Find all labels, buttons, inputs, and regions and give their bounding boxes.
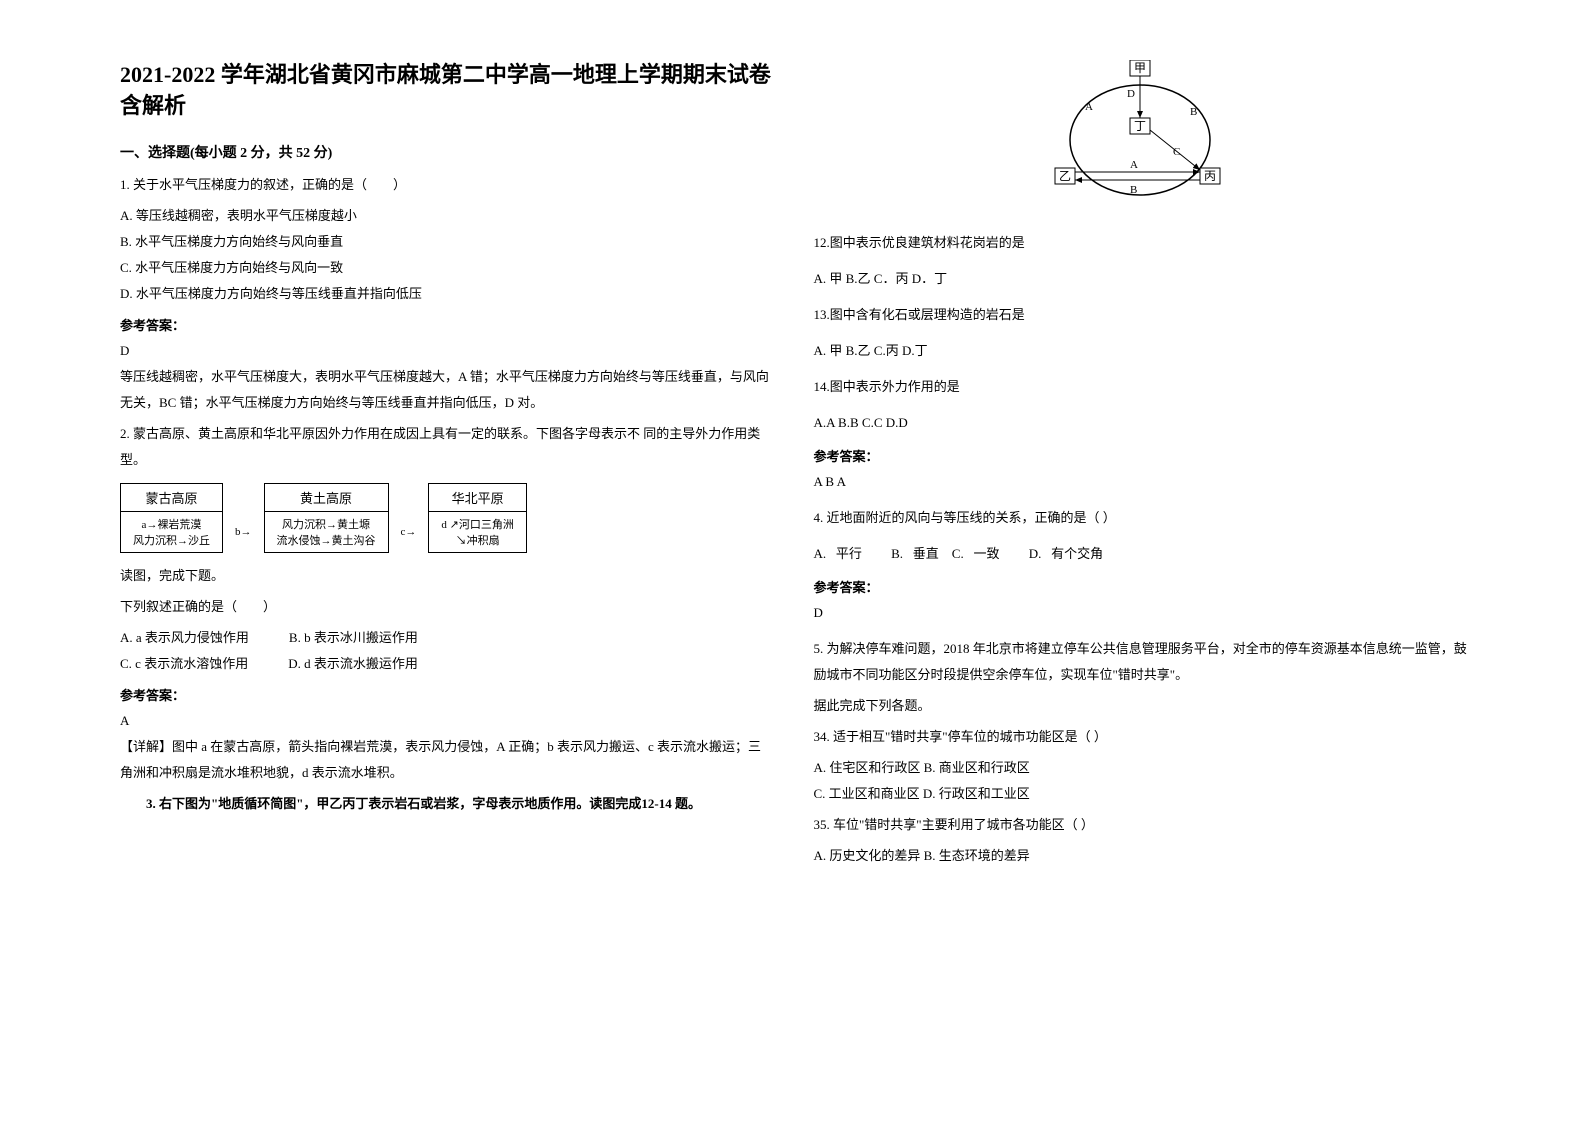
svg-text:甲: 甲 [1134, 61, 1146, 75]
q4-answer-label: 参考答案： [814, 577, 1468, 596]
svg-text:C: C [1173, 146, 1180, 158]
q2-answer-label: 参考答案： [120, 685, 774, 704]
table-cell: 风力沉积→黄土塬 流水侵蚀→黄土沟谷 [264, 511, 388, 552]
q1-explain: 等压线越稠密，水平气压梯度大，表明水平气压梯度越大，A 错；水平气压梯度力方向始… [120, 364, 774, 416]
svg-text:丙: 丙 [1204, 169, 1216, 183]
q34-stem: 34. 适于相互"错时共享"停车位的城市功能区是（ ） [814, 724, 1468, 750]
q5-sub: 据此完成下列各题。 [814, 693, 1468, 719]
page-title: 2021-2022 学年湖北省黄冈市麻城第二中学高一地理上学期期末试卷含解析 [120, 60, 774, 122]
q2-answer: A [120, 708, 774, 734]
q4-answer: D [814, 600, 1468, 626]
table-cell: 黄土高原 [264, 483, 388, 511]
table-cell: a→裸岩荒漠 风力沉积→沙丘 [121, 511, 223, 552]
q1-optD: D. 水平气压梯度力方向始终与等压线垂直并指向低压 [120, 281, 774, 307]
svg-text:B: B [1130, 184, 1137, 196]
q3-answer: A B A [814, 469, 1468, 495]
q13-stem: 13.图中含有化石或层理构造的岩石是 [814, 302, 1468, 328]
q1-optC: C. 水平气压梯度力方向始终与风向一致 [120, 255, 774, 281]
q4-opts: A. 平行 B. 垂直 C. 一致 D. 有个交角 [814, 541, 1468, 567]
q13-opts: A. 甲 B.乙 C.丙 D.丁 [814, 338, 1468, 364]
q2-optB: B. b 表示冰川搬运作用 [289, 625, 418, 651]
q4-stem: 4. 近地面附近的风向与等压线的关系，正确的是（ ） [814, 505, 1468, 531]
q2-sub2: 下列叙述正确的是（ ） [120, 594, 774, 620]
q1-answer-label: 参考答案： [120, 315, 774, 334]
table-cell: d ↗河口三角洲 ↘冲积扇 [429, 511, 526, 552]
table-cell: 华北平原 [429, 483, 526, 511]
q12-stem: 12.图中表示优良建筑材料花岗岩的是 [814, 230, 1468, 256]
q12-opts: A. 甲 B.乙 C．丙 D．丁 [814, 266, 1468, 292]
q3-answer-label: 参考答案： [814, 446, 1468, 465]
q2-explain: 【详解】图中 a 在蒙古高原，箭头指向裸岩荒漠，表示风力侵蚀，A 正确；b 表示… [120, 734, 774, 786]
q2-sub: 读图，完成下题。 [120, 563, 774, 589]
q35-stem: 35. 车位"错时共享"主要利用了城市各功能区（ ） [814, 812, 1468, 838]
svg-text:D: D [1127, 88, 1135, 100]
svg-text:A: A [1130, 159, 1138, 171]
q2-stem: 2. 蒙古高原、黄土高原和华北平原因外力作用在成因上具有一定的联系。下图各字母表… [120, 421, 774, 473]
q2-optA: A. a 表示风力侵蚀作用 [120, 625, 249, 651]
q2-diagram-table: 蒙古高原 黄土高原 华北平原 a→裸岩荒漠 风力沉积→沙丘 b→ 风力沉积→黄土… [120, 483, 527, 553]
q1-answer: D [120, 338, 774, 364]
q1-optA: A. 等压线越稠密，表明水平气压梯度越小 [120, 203, 774, 229]
q14-opts: A.A B.B C.C D.D [814, 410, 1468, 436]
svg-text:A: A [1085, 101, 1093, 113]
q3-circle-diagram: 甲 乙 丙 丁 A D B C A B [1045, 60, 1235, 210]
q35-optA: A. 历史文化的差异 B. 生态环境的差异 [814, 843, 1468, 869]
q34-optA: A. 住宅区和行政区 B. 商业区和行政区 [814, 755, 1468, 781]
table-cell: 蒙古高原 [121, 483, 223, 511]
q3-stem: 3. 右下图为"地质循环简图"，甲乙丙丁表示岩石或岩浆，字母表示地质作用。读图完… [120, 791, 774, 817]
q2-optC: C. c 表示流水溶蚀作用 [120, 651, 248, 677]
svg-text:乙: 乙 [1059, 169, 1071, 183]
q2-optD: D. d 表示流水搬运作用 [288, 651, 418, 677]
q5-stem: 5. 为解决停车难问题，2018 年北京市将建立停车公共信息管理服务平台，对全市… [814, 636, 1468, 688]
q1-stem: 1. 关于水平气压梯度力的叙述，正确的是（ ） [120, 172, 774, 198]
svg-text:B: B [1190, 106, 1197, 118]
section-header: 一、选择题(每小题 2 分，共 52 分) [120, 142, 774, 162]
q14-stem: 14.图中表示外力作用的是 [814, 374, 1468, 400]
svg-text:丁: 丁 [1134, 119, 1146, 133]
q1-optB: B. 水平气压梯度力方向始终与风向垂直 [120, 229, 774, 255]
q34-optC: C. 工业区和商业区 D. 行政区和工业区 [814, 781, 1468, 807]
